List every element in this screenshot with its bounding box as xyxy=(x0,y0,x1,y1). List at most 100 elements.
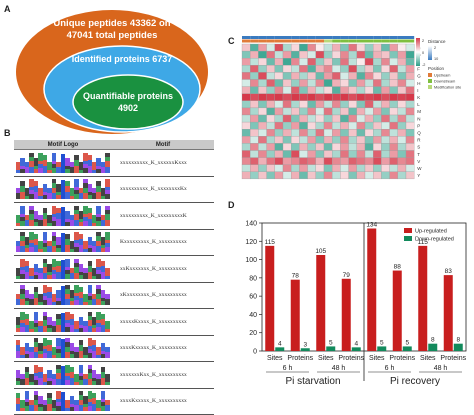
heatmap-cell xyxy=(348,79,357,87)
up-regulated-bar xyxy=(316,255,326,351)
heatmap-cell xyxy=(274,79,284,87)
heatmap-row-label: G xyxy=(417,74,421,79)
heatmap-row-label: L xyxy=(417,102,420,107)
bar-value-label: 115 xyxy=(265,239,276,246)
distance-annotation-cell xyxy=(274,36,283,39)
heatmap-cell xyxy=(241,72,251,80)
heatmap-cell xyxy=(348,129,357,137)
heatmap-cell xyxy=(307,157,316,165)
motif-sequence: xKxxxxxxxx_K_xxxxxxxxxx xyxy=(112,282,214,309)
heatmap-cell xyxy=(258,136,267,144)
heatmap-cell xyxy=(291,143,300,151)
heatmap-cell xyxy=(250,58,259,66)
heatmap-cell xyxy=(348,157,357,165)
heatmap-cell xyxy=(405,107,415,116)
heatmap-cell xyxy=(299,79,308,87)
heatmap-cell xyxy=(307,114,316,123)
heatmap-cell xyxy=(258,86,267,94)
heatmap-cell xyxy=(348,171,357,180)
heatmap-row-label: V xyxy=(417,159,420,164)
heatmap-cell xyxy=(274,72,284,80)
heatmap-row-label: Q xyxy=(417,131,421,136)
bar-value-label: 83 xyxy=(445,268,453,275)
heatmap-cell xyxy=(405,72,415,80)
position-annotation-cell xyxy=(389,39,398,43)
heatmap-cell xyxy=(340,114,349,123)
heatmap-cell xyxy=(307,136,316,144)
time-group-label: 6 h xyxy=(385,365,395,372)
heatmap-cell xyxy=(291,72,300,80)
heatmap-cell xyxy=(241,164,251,172)
up-regulated-bar xyxy=(367,228,377,351)
heatmap-cell xyxy=(364,171,374,180)
down-regulated-bar xyxy=(428,343,438,351)
heatmap-cell xyxy=(315,136,325,144)
bar-value-label: 4 xyxy=(354,340,358,347)
heatmap-cell xyxy=(373,157,382,165)
heatmap-cell xyxy=(373,93,382,101)
heatmap-cell xyxy=(332,100,341,109)
time-group-label: 6 h xyxy=(283,365,293,372)
heatmap-cell xyxy=(356,171,366,180)
heatmap-cell xyxy=(397,157,407,165)
heatmap-cell xyxy=(299,157,308,165)
heatmap-cell xyxy=(274,136,284,144)
heatmap-cell xyxy=(315,121,325,130)
heatmap-cell xyxy=(258,129,267,137)
heatmap-row-label: H xyxy=(417,81,420,86)
heatmap-cell xyxy=(299,43,308,52)
heatmap-cell xyxy=(323,65,333,73)
heatmap-cell xyxy=(241,100,251,109)
quantifiable-proteins-ellipse xyxy=(72,74,184,130)
position-annotation-cell xyxy=(340,39,349,43)
heatmap-cell xyxy=(282,50,292,59)
heatmap-cell xyxy=(373,50,382,59)
heatmap-cell xyxy=(356,93,366,101)
heatmap-cell xyxy=(397,100,407,109)
heatmap-cell xyxy=(266,100,275,109)
heatmap-cell xyxy=(250,171,259,180)
position-annotation-cell xyxy=(299,39,308,43)
heatmap-cell xyxy=(405,157,415,165)
heatmap-row-label: T xyxy=(417,152,420,157)
heatmap-cell xyxy=(356,129,366,137)
bar-value-label: 3 xyxy=(303,341,307,348)
heatmap-cell xyxy=(299,65,308,73)
heatmap-cell xyxy=(250,43,259,52)
heatmap-cell xyxy=(381,43,390,52)
heatmap-cell xyxy=(348,43,357,52)
heatmap-cell xyxy=(364,100,374,109)
heatmap-cell xyxy=(291,50,300,59)
heatmap-cell xyxy=(323,157,333,165)
heatmap-cell xyxy=(307,150,316,158)
heatmap-cell xyxy=(381,72,390,80)
heatmap-cell xyxy=(389,100,398,109)
heatmap-cell xyxy=(397,171,407,180)
motif-row: xxxxKxxxxx_K_xxxxxxxxxx xyxy=(14,388,214,415)
heatmap-cell xyxy=(291,79,300,87)
heatmap-cell xyxy=(299,100,308,109)
heatmap-cell xyxy=(299,86,308,94)
position-annotation-cell xyxy=(332,39,341,43)
heatmap-cell xyxy=(356,136,366,144)
heatmap-cell xyxy=(389,150,398,158)
heatmap-cell xyxy=(348,114,357,123)
down-regulated-bar xyxy=(275,347,285,351)
heatmap-cell xyxy=(250,129,259,137)
heatmap-cell xyxy=(250,50,259,59)
distance-annotation-cell xyxy=(332,36,341,39)
heatmap-cell xyxy=(332,164,341,172)
inner-label-line2: 4902 xyxy=(118,103,138,113)
middle-label: Identified proteins 6737 xyxy=(72,54,173,64)
heatmap-cell xyxy=(307,43,316,52)
down-regulated-bar xyxy=(351,347,361,351)
heatmap-cell xyxy=(364,164,374,172)
heatmap-cell xyxy=(348,121,357,130)
position-annotation-cell xyxy=(373,39,382,43)
heatmap-cell xyxy=(282,164,292,172)
heatmap-cell xyxy=(397,150,407,158)
bar-value-label: 4 xyxy=(278,340,282,347)
heatmap-cell xyxy=(291,171,300,180)
position-annotation-cell xyxy=(397,39,406,43)
heatmap-cell xyxy=(348,65,357,73)
